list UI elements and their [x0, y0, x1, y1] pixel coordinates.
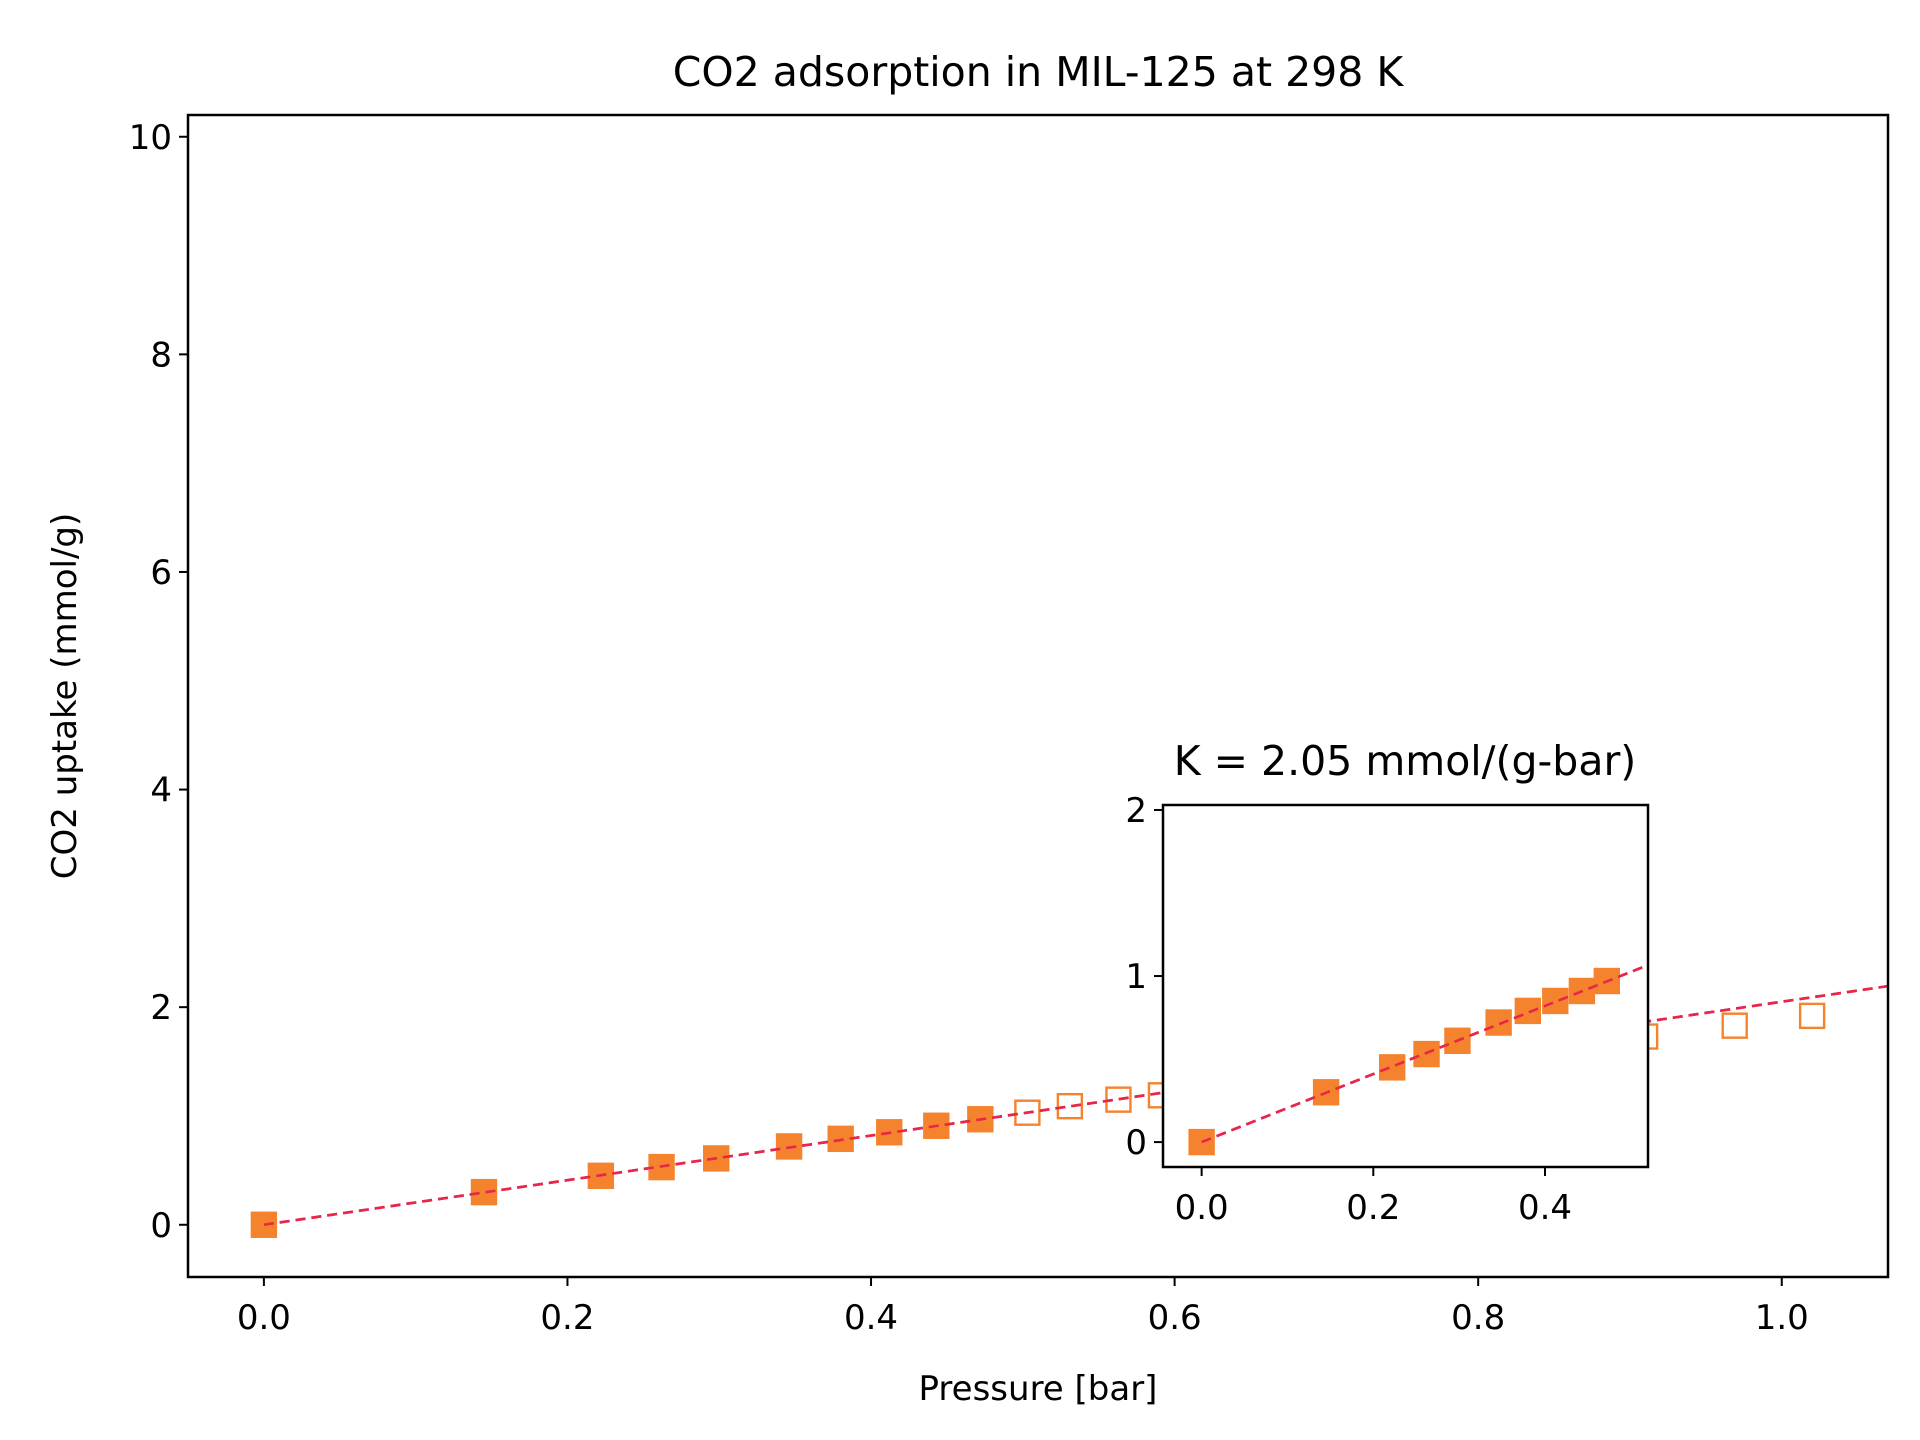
main-y-tick-label: 4 [150, 771, 172, 811]
main-open-marker [1721, 1012, 1748, 1039]
main-y-tick-label: 10 [129, 118, 172, 158]
y-axis-label: CO2 uptake (mmol/g) [45, 513, 85, 880]
inset-title: K = 2.05 mmol/(g-bar) [1174, 737, 1637, 785]
main-x-tick-label: 0.6 [1148, 1298, 1202, 1338]
main-x-tick-label: 0.2 [540, 1298, 594, 1338]
main-filled-marker [470, 1178, 498, 1206]
inset-x-tick-label: 0.2 [1346, 1188, 1400, 1228]
inset-y-tick-label: 1 [1125, 957, 1147, 997]
inset-filled-marker [1542, 987, 1569, 1015]
inset-x-tick-label: 0.4 [1518, 1188, 1572, 1228]
chart-title: CO2 adsorption in MIL-125 at 298 K [673, 48, 1405, 96]
inset-fit-line-overlay [1201, 963, 1648, 1144]
main-y-tick-label: 0 [150, 1206, 172, 1246]
x-axis-label: Pressure [bar] [919, 1369, 1158, 1409]
inset-filled-marker [1188, 1128, 1215, 1156]
main-x-tick-label: 1.0 [1755, 1298, 1809, 1338]
main-x-tick-label: 0.8 [1451, 1298, 1505, 1338]
inset-filled-marker [1485, 1009, 1512, 1036]
main-x-tick-label: 0.4 [844, 1298, 898, 1338]
main-y-tick-label: 2 [150, 988, 172, 1028]
main-plot-frame [186, 113, 1890, 1279]
main-y-tick-label: 8 [150, 335, 172, 375]
inset-filled-marker [1378, 1054, 1406, 1081]
inset-background [1163, 805, 1648, 1167]
main-filled-marker [827, 1125, 854, 1153]
main-y-tick-label: 6 [150, 553, 172, 593]
inset-y-tick-label: 0 [1125, 1123, 1147, 1163]
inset-filled-marker [1514, 997, 1542, 1025]
inset-y-tick-label: 2 [1125, 791, 1147, 831]
inset-plot-frame [1161, 803, 1650, 1169]
main-open-marker [1014, 1099, 1041, 1126]
main-open-marker [1056, 1092, 1084, 1120]
inset-x-tick-label: 0.0 [1175, 1188, 1229, 1228]
main-x-tick-label: 0.0 [237, 1298, 291, 1338]
main-open-marker [1798, 1002, 1826, 1030]
